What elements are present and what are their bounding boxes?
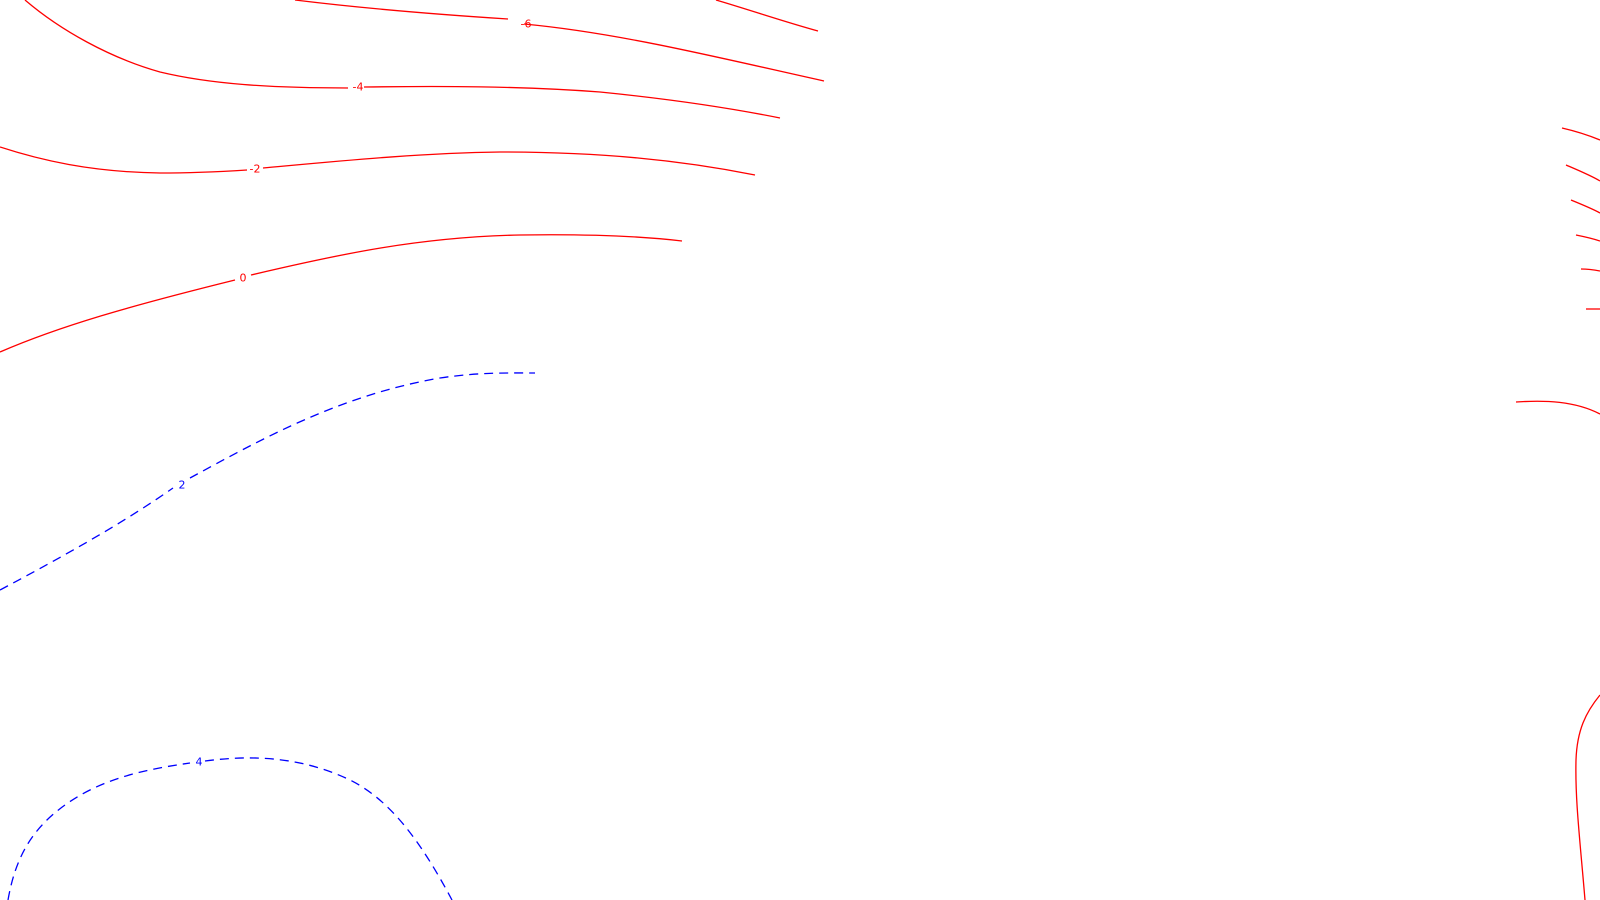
contour-label-4: 4 — [196, 756, 203, 769]
contour-line-2 — [0, 372, 536, 591]
contours-blue — [0, 372, 536, 900]
contours-red-right — [1515, 127, 1600, 900]
contour-line-neg4 — [24, 0, 781, 119]
contour-label-2: 2 — [179, 479, 186, 492]
contour-label-0: 0 — [240, 272, 247, 285]
contour-line-0 — [0, 234, 683, 353]
contour-right-fragment-8 — [1575, 694, 1600, 900]
contour-labels: -6 -4 -2 0 2 4 — [179, 18, 532, 769]
contour-right-fragment-3 — [1570, 199, 1600, 214]
contours-red — [0, 0, 825, 353]
contour-line-4 — [7, 757, 453, 900]
contour-right-fragment-1 — [1561, 127, 1600, 141]
contour-line-neg6 — [294, 0, 825, 82]
contour-line-neg2 — [0, 146, 756, 176]
contour-right-fragment-7 — [1515, 400, 1600, 415]
contour-right-fragment-4 — [1575, 234, 1600, 242]
contour-label-neg4: -4 — [353, 81, 364, 94]
contour-right-fragment-2 — [1565, 164, 1600, 182]
contour-label-neg6: -6 — [521, 18, 532, 31]
contour-label-neg2: -2 — [250, 163, 261, 176]
contour-right-fragment-5 — [1580, 268, 1600, 272]
contour-line-top-fragment — [715, 0, 819, 32]
